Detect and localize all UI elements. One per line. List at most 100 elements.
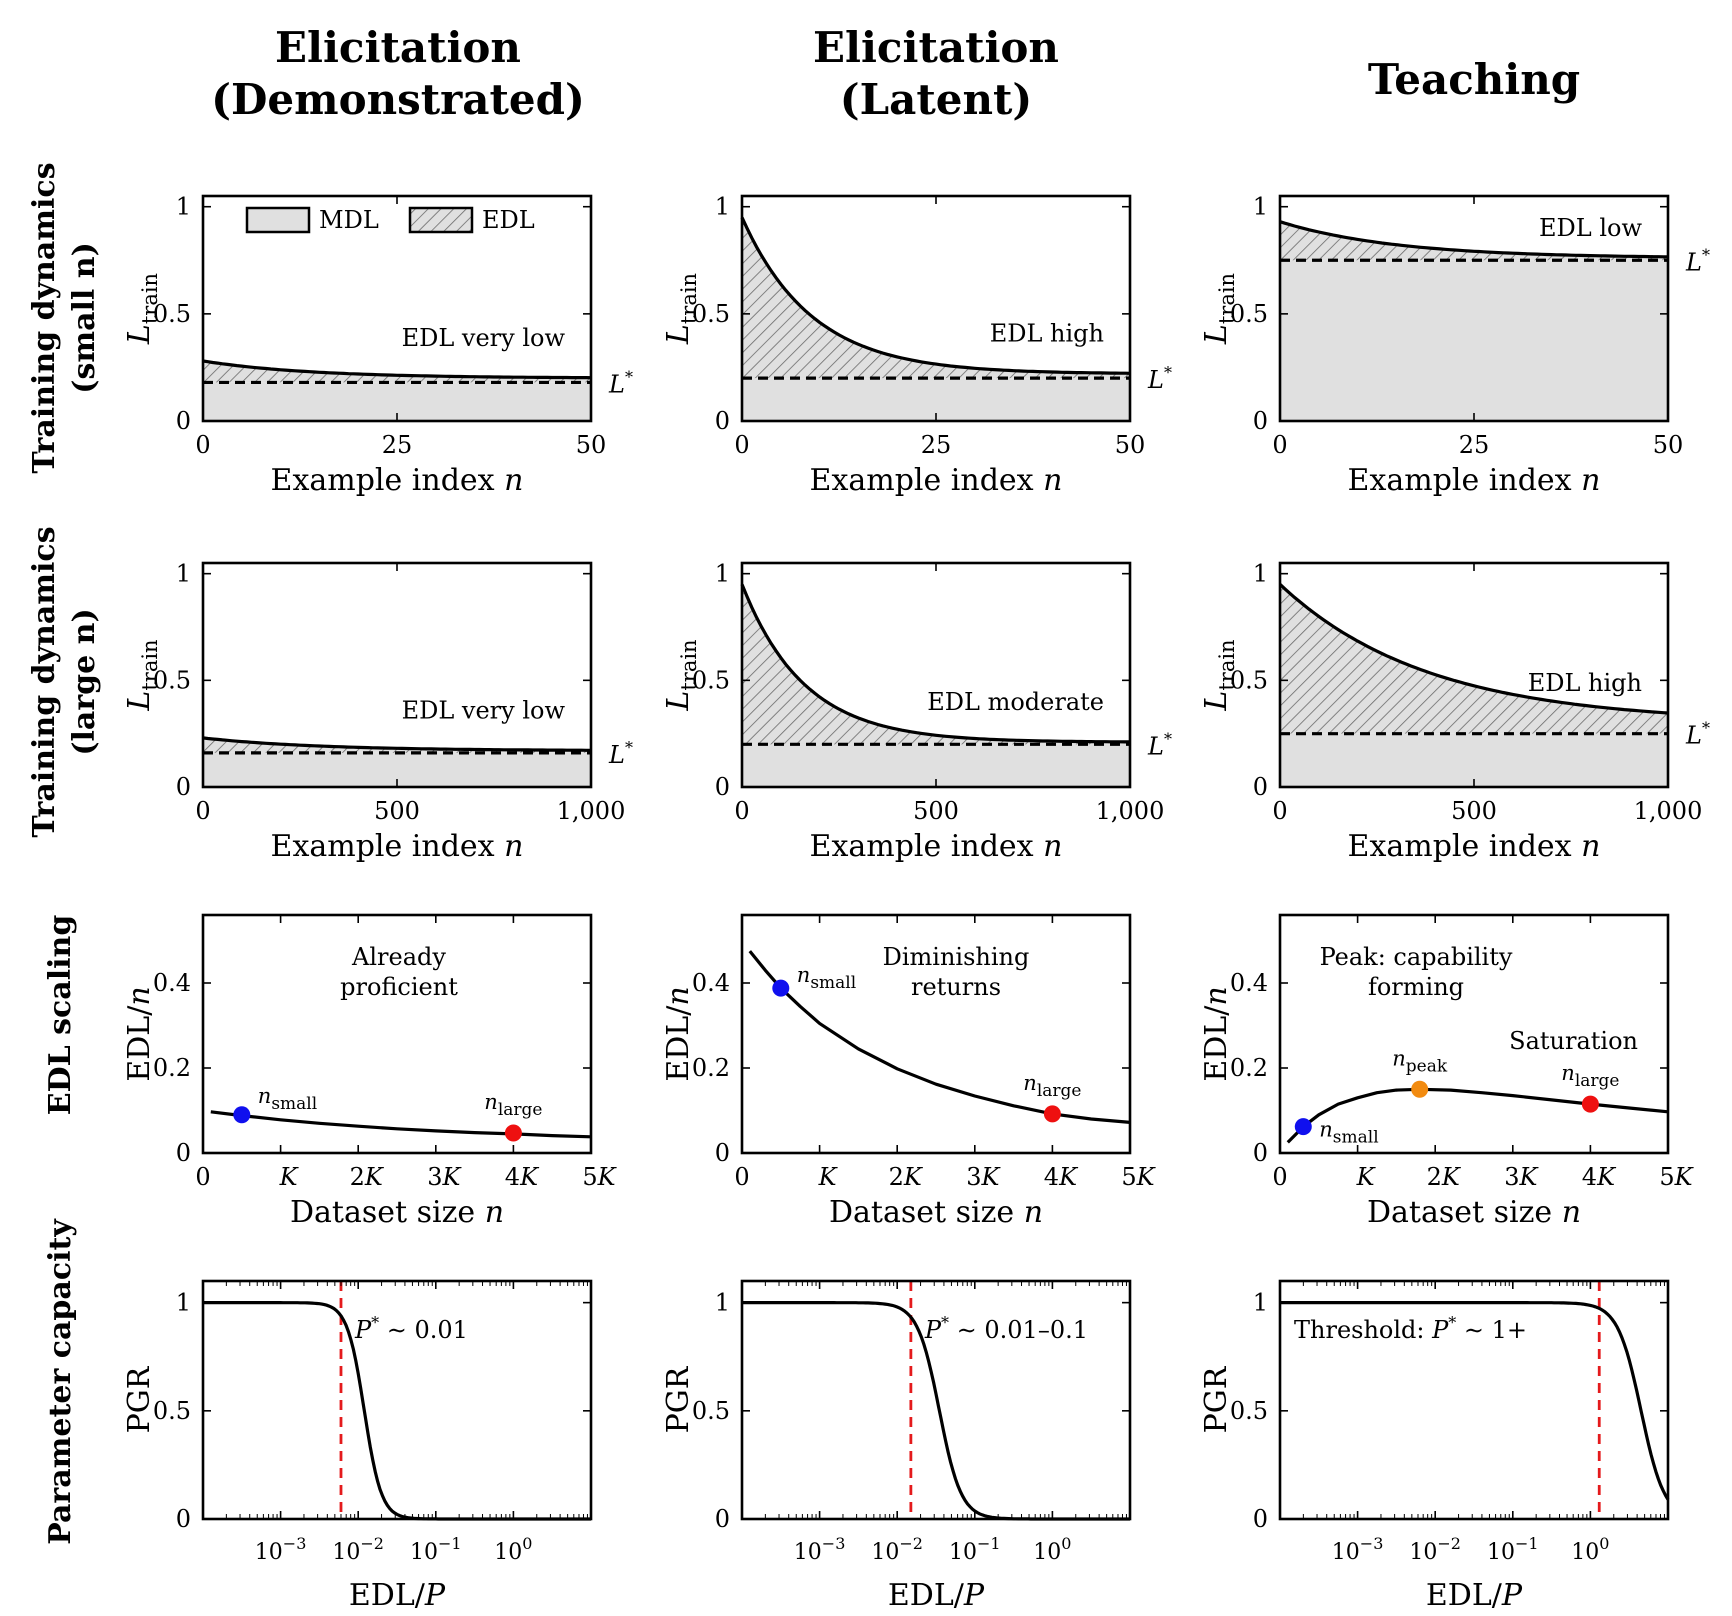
x-tick-label: 2K <box>350 1163 385 1191</box>
x-tick-label: 25 <box>1459 431 1490 459</box>
edl-area <box>203 361 591 383</box>
y-axis-label: PGR <box>1199 1365 1234 1433</box>
column-header-demonstrated-line2: (Demonstrated) <box>211 75 585 124</box>
loss-curve <box>202 359 592 380</box>
x-tick-label: 4K <box>505 1163 540 1191</box>
panel-2-2: nsmall npeak nlarge Peak: capabilityforming… <box>1199 913 1695 1230</box>
y-tick-label: 0 <box>715 1139 730 1167</box>
x-tick-label: 3K <box>427 1163 462 1191</box>
y-tick-label: 0 <box>176 1139 191 1167</box>
x-axis-label: Dataset size n <box>290 1195 504 1230</box>
y-tick-label: 1 <box>176 1289 191 1317</box>
x-tick-label: 0 <box>734 797 749 825</box>
x-axis-label: Example index n <box>810 463 1063 498</box>
y-axis-label: EDL/n <box>661 986 696 1081</box>
y-axis-label: Ltrain <box>122 273 162 345</box>
column-header-latent-line2: (Latent) <box>840 75 1033 124</box>
x-axis-label: Example index n <box>1348 829 1601 864</box>
lstar-label: L* <box>608 738 633 769</box>
mdl-area <box>1280 260 1668 421</box>
x-axis-label: EDL/P <box>349 1578 446 1613</box>
x-axis-label: EDL/P <box>1426 1578 1523 1613</box>
axes-frame <box>201 1279 593 1521</box>
x-tick-label: 50 <box>576 431 607 459</box>
x-tick-label: 500 <box>374 797 420 825</box>
point-n-large <box>1581 1095 1599 1113</box>
y-axis-label: Ltrain <box>1199 639 1239 711</box>
lstar-label: L* <box>608 367 633 398</box>
y-axis-label: PGR <box>661 1365 696 1433</box>
edl-area <box>1280 221 1668 261</box>
y-tick-label: 0.2 <box>692 1054 730 1082</box>
column-header-teaching: Teaching <box>1368 55 1580 104</box>
x-axis-label: Example index n <box>271 829 524 864</box>
y-tick-label: 0.5 <box>153 300 191 328</box>
point-n-large <box>504 1124 522 1142</box>
row-header-small-n-line2: (small n) <box>67 242 102 394</box>
x-tick-label: 5K <box>582 1163 617 1191</box>
y-axis-label: Ltrain <box>122 639 162 711</box>
x-tick-label: 1,000 <box>1634 797 1703 825</box>
x-tick-label: 10−3 <box>255 1534 307 1565</box>
x-axis-label: Example index n <box>271 463 524 498</box>
x-tick-label: 0 <box>195 1163 210 1191</box>
point-n-small <box>233 1106 251 1124</box>
y-tick-label: 0.5 <box>153 666 191 694</box>
x-tick-label: 10−1 <box>1487 1534 1539 1565</box>
y-tick-label: 0.5 <box>692 666 730 694</box>
column-header-demonstrated-line1: Elicitation <box>275 23 521 72</box>
y-tick-label: 1 <box>715 193 730 221</box>
y-tick-label: 1 <box>176 193 191 221</box>
threshold-label: P* ∼ 0.01–0.1 <box>924 1313 1088 1344</box>
y-tick-label: 0.5 <box>1230 666 1268 694</box>
y-axis-label: Ltrain <box>1199 273 1239 345</box>
panel-0-0: L* EDL very low MDL EDL 0 25 50 0 0.5 1 Example in… <box>122 193 633 498</box>
annotation-line-1: forming <box>1368 973 1464 1001</box>
x-tick-label: 0 <box>734 431 749 459</box>
annotation-line-0: Peak: capability <box>1320 943 1513 971</box>
panel-3-0: P* ∼ 0.01 10−3 10−2 10−1 100 0 0.5 1 EDL/P PGR <box>122 1279 593 1613</box>
y-tick-label: 0.4 <box>1230 969 1268 997</box>
x-tick-label: 500 <box>1451 797 1497 825</box>
mdl-area <box>1280 733 1668 787</box>
column-header-latent-line1: Elicitation <box>813 23 1059 72</box>
x-tick-label: 0 <box>195 797 210 825</box>
point-n-peak <box>1411 1080 1429 1098</box>
x-tick-label: 5K <box>1121 1163 1156 1191</box>
x-tick-label: 50 <box>1115 431 1146 459</box>
x-tick-label: 500 <box>913 797 959 825</box>
panel-0-2: L* EDL low 0 25 50 0 0.5 1 Example index n Ltrain <box>1199 193 1710 498</box>
point-label-n-small: nsmall <box>797 963 856 993</box>
lstar-label: L* <box>1147 729 1172 760</box>
x-tick-label: 3K <box>1504 1163 1539 1191</box>
y-tick-label: 1 <box>1253 193 1268 221</box>
x-axis-label: Example index n <box>1348 463 1601 498</box>
y-axis-label: Ltrain <box>661 639 701 711</box>
annotation-line-0: Diminishing <box>883 943 1030 971</box>
x-tick-label: 1,000 <box>1096 797 1165 825</box>
annotation: EDL high <box>990 320 1104 348</box>
point-label-n-peak: npeak <box>1392 1046 1448 1076</box>
panel-3-2: Threshold: P* ∼ 1+ 10−3 10−2 10−1 100 0 0.5 1 ED… <box>1199 1279 1670 1613</box>
y-tick-label: 0.4 <box>692 969 730 997</box>
loss-curve <box>1278 583 1669 715</box>
y-tick-label: 1 <box>1253 560 1268 588</box>
annotation-line-0: Already <box>351 943 446 971</box>
point-label-n-large: nlarge <box>484 1090 542 1120</box>
annotation-line-1: returns <box>911 973 1001 1001</box>
threshold-label: Threshold: P* ∼ 1+ <box>1294 1313 1527 1344</box>
y-tick-label: 0 <box>715 407 730 435</box>
point-n-large <box>1043 1105 1061 1123</box>
legend-edl-swatch <box>408 206 474 234</box>
x-tick-label: K <box>279 1163 300 1191</box>
legend-edl-label: EDL <box>482 206 535 234</box>
x-tick-label: 0 <box>1272 431 1287 459</box>
x-tick-label: 0 <box>1272 1163 1287 1191</box>
y-tick-label: 0 <box>176 1505 191 1533</box>
x-tick-label: 100 <box>494 1534 532 1565</box>
y-tick-label: 1 <box>1253 1289 1268 1317</box>
y-tick-label: 0.4 <box>153 969 191 997</box>
panel-1-0: L* EDL very low 0 500 1,000 0 0.5 1 Example inde… <box>122 560 633 864</box>
legend-mdl-swatch <box>245 206 311 234</box>
